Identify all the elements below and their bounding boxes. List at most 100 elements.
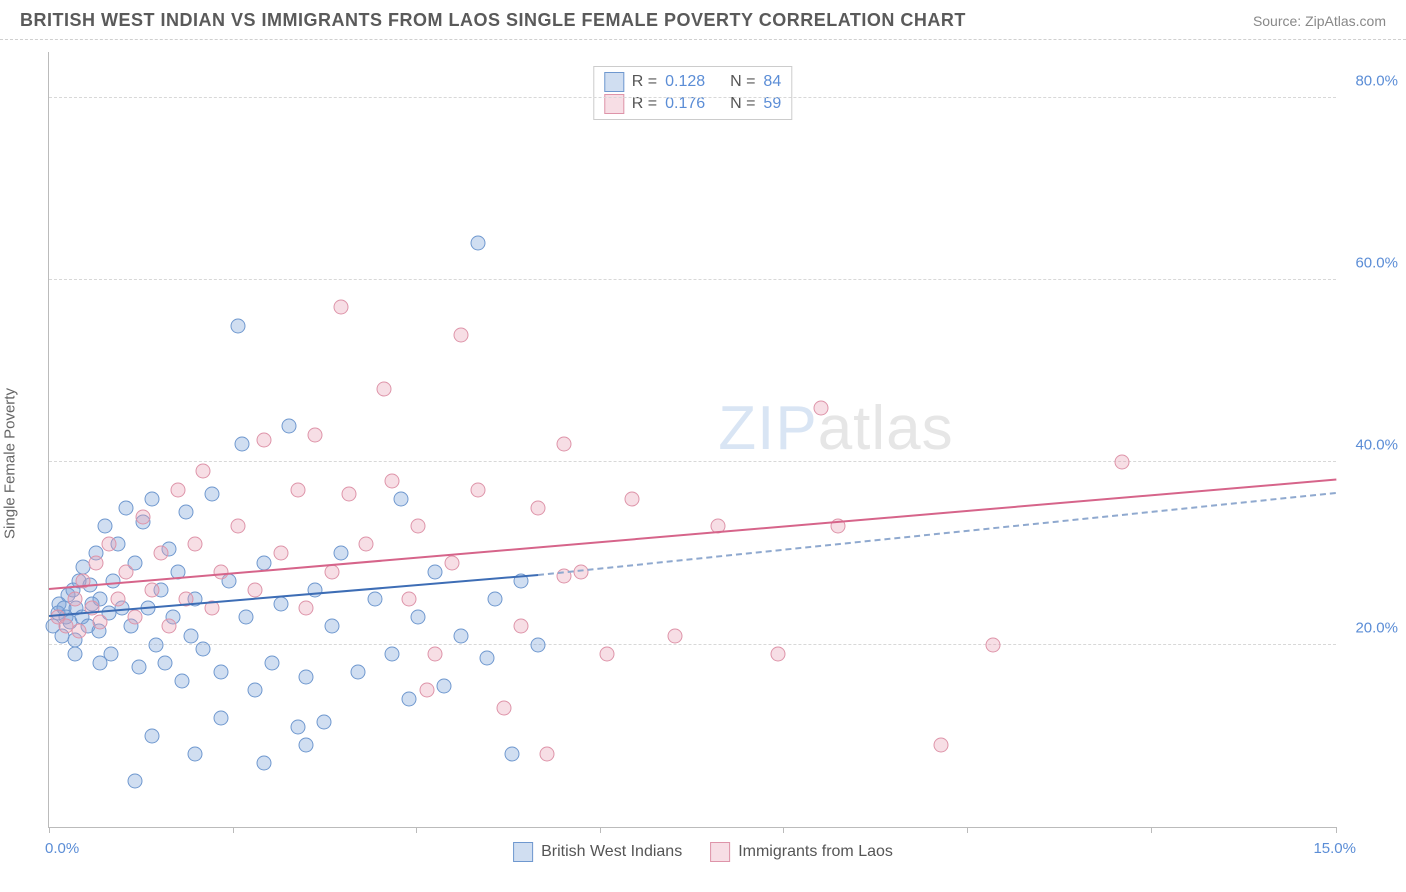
data-point xyxy=(368,592,383,607)
data-point xyxy=(505,747,520,762)
data-point xyxy=(531,637,546,652)
data-point xyxy=(471,482,486,497)
data-point xyxy=(402,592,417,607)
data-point xyxy=(170,482,185,497)
data-point xyxy=(307,582,322,597)
data-point xyxy=(196,642,211,657)
data-point xyxy=(230,519,245,534)
r-value-1: 0.176 xyxy=(665,95,705,113)
legend-label-1: Immigrants from Laos xyxy=(738,843,893,861)
data-point xyxy=(273,596,288,611)
chart-area: Single Female Poverty ZIPatlas R = 0.128… xyxy=(0,40,1406,870)
data-point xyxy=(187,537,202,552)
data-point xyxy=(149,637,164,652)
y-axis-label: Single Female Poverty xyxy=(2,388,19,539)
data-point xyxy=(213,710,228,725)
data-point xyxy=(97,519,112,534)
legend-item-0: British West Indians xyxy=(513,842,682,862)
data-point xyxy=(385,646,400,661)
y-tick-label: 60.0% xyxy=(1355,254,1398,271)
data-point xyxy=(333,300,348,315)
data-point xyxy=(453,628,468,643)
data-point xyxy=(771,646,786,661)
data-point xyxy=(93,655,108,670)
legend-swatch-0 xyxy=(513,842,533,862)
x-axis-max-label: 15.0% xyxy=(1313,840,1356,857)
data-point xyxy=(496,701,511,716)
data-point xyxy=(110,592,125,607)
legend-label-0: British West Indians xyxy=(541,843,682,861)
data-point xyxy=(256,555,271,570)
data-point xyxy=(136,510,151,525)
gridline xyxy=(49,97,1336,98)
legend-item-1: Immigrants from Laos xyxy=(710,842,893,862)
stats-legend: R = 0.128 N = 84 R = 0.176 N = 59 xyxy=(593,66,792,120)
x-tick xyxy=(49,827,50,833)
data-point xyxy=(385,473,400,488)
trend-line xyxy=(538,492,1336,576)
x-tick xyxy=(1151,827,1152,833)
data-point xyxy=(1114,455,1129,470)
x-tick xyxy=(1336,827,1337,833)
source-name: ZipAtlas.com xyxy=(1305,13,1386,29)
plot-region: ZIPatlas R = 0.128 N = 84 R = 0.176 N = … xyxy=(48,52,1336,828)
data-point xyxy=(599,646,614,661)
data-point xyxy=(213,564,228,579)
data-point xyxy=(488,592,503,607)
data-point xyxy=(934,737,949,752)
data-point xyxy=(668,628,683,643)
data-point xyxy=(342,487,357,502)
data-point xyxy=(235,437,250,452)
data-point xyxy=(985,637,1000,652)
data-point xyxy=(410,519,425,534)
data-point xyxy=(183,628,198,643)
data-point xyxy=(299,737,314,752)
y-tick-label: 20.0% xyxy=(1355,619,1398,636)
data-point xyxy=(213,665,228,680)
data-point xyxy=(106,573,121,588)
data-point xyxy=(119,500,134,515)
data-point xyxy=(556,437,571,452)
data-point xyxy=(127,610,142,625)
data-point xyxy=(453,327,468,342)
data-point xyxy=(144,582,159,597)
x-axis-min-label: 0.0% xyxy=(45,840,79,857)
data-point xyxy=(479,651,494,666)
x-tick xyxy=(967,827,968,833)
data-point xyxy=(436,678,451,693)
data-point xyxy=(72,623,87,638)
data-point xyxy=(127,774,142,789)
data-point xyxy=(307,427,322,442)
data-point xyxy=(428,646,443,661)
data-point xyxy=(265,655,280,670)
data-point xyxy=(290,719,305,734)
data-point xyxy=(299,601,314,616)
data-point xyxy=(625,491,640,506)
data-point xyxy=(814,400,829,415)
y-tick-label: 40.0% xyxy=(1355,437,1398,454)
data-point xyxy=(157,655,172,670)
data-point xyxy=(196,464,211,479)
data-point xyxy=(419,683,434,698)
y-tick-label: 80.0% xyxy=(1355,72,1398,89)
data-point xyxy=(539,747,554,762)
data-point xyxy=(247,683,262,698)
data-point xyxy=(471,236,486,251)
x-tick xyxy=(783,827,784,833)
legend-swatch-1 xyxy=(710,842,730,862)
data-point xyxy=(428,564,443,579)
chart-title: BRITISH WEST INDIAN VS IMMIGRANTS FROM L… xyxy=(20,10,966,31)
gridline xyxy=(49,461,1336,462)
source-prefix: Source: xyxy=(1253,13,1305,29)
x-tick xyxy=(600,827,601,833)
data-point xyxy=(205,487,220,502)
r-label: R = xyxy=(632,95,657,113)
data-point xyxy=(325,619,340,634)
data-point xyxy=(445,555,460,570)
data-point xyxy=(89,555,104,570)
data-point xyxy=(153,546,168,561)
data-point xyxy=(531,500,546,515)
data-point xyxy=(402,692,417,707)
n-value-0: 84 xyxy=(763,73,781,91)
data-point xyxy=(230,318,245,333)
